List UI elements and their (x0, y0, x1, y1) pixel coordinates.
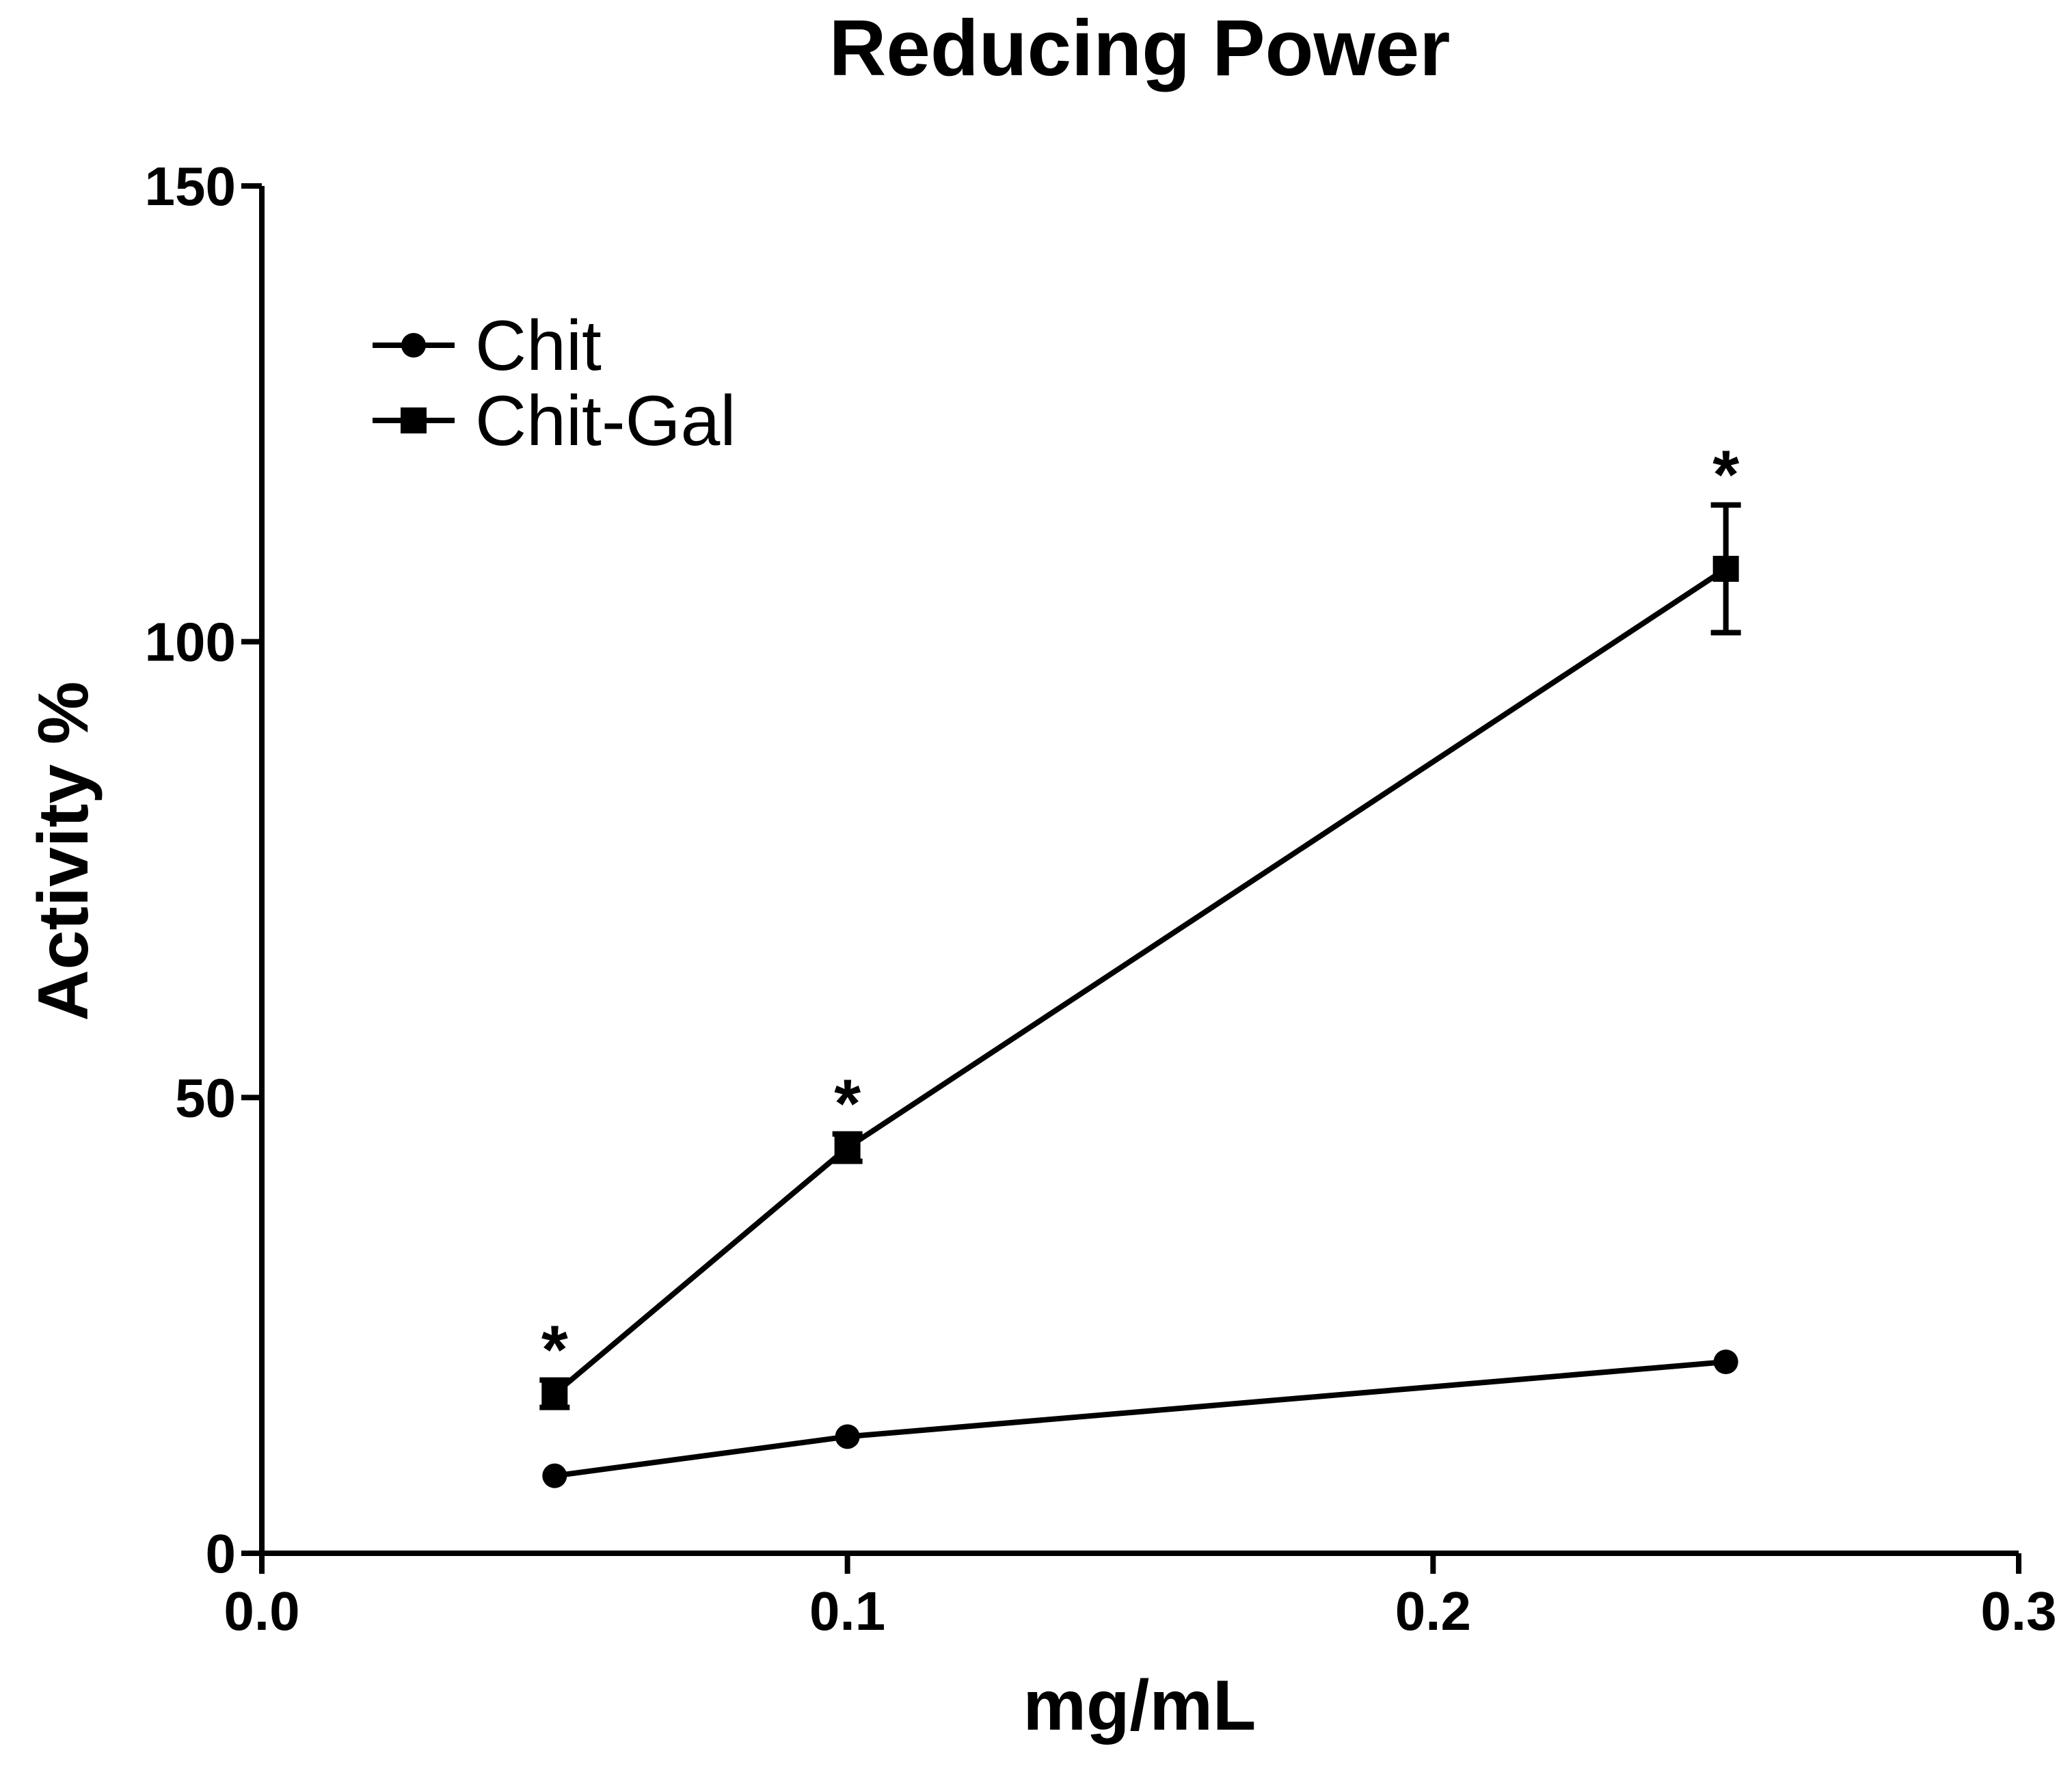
chit-gal-point (834, 1134, 861, 1161)
chit-point (542, 1463, 567, 1488)
chit-point (1713, 1350, 1738, 1374)
legend-label: Chit-Gal (475, 381, 736, 461)
chart-title: Reducing Power (829, 3, 1451, 92)
series-chit-gal (539, 502, 1741, 1410)
chit-point (835, 1424, 860, 1449)
x-tick-label: 0.0 (224, 1581, 299, 1641)
x-tick-label: 0.2 (1395, 1581, 1471, 1641)
y-axis-label: Activity % (24, 681, 103, 1021)
axes: 0 50 100 150 0.0 0.1 0.2 0.3 (145, 156, 2057, 1641)
legend-item-chit: Chit (373, 306, 602, 386)
series-layer: * * * (539, 437, 1741, 1488)
y-tick-label: 50 (175, 1067, 236, 1128)
legend-marker (401, 333, 426, 358)
y-tick-label: 100 (145, 612, 236, 673)
significance-marker: * (541, 1312, 568, 1389)
significance-marker: * (1712, 437, 1739, 513)
x-tick-label: 0.1 (809, 1581, 885, 1641)
chit-line (554, 1359, 1727, 1479)
chit-gal-point (1712, 556, 1739, 582)
legend-marker (401, 407, 427, 433)
legend-label: Chit (475, 306, 602, 386)
chit-gal-line (552, 566, 1727, 1396)
significance-marker: * (834, 1066, 861, 1142)
legend-item-chit-gal: Chit-Gal (373, 381, 736, 461)
series-chit (542, 1350, 1738, 1488)
chit-gal-point (541, 1380, 568, 1407)
x-axis-label: mg/mL (1023, 1666, 1256, 1745)
y-tick-label: 0 (206, 1523, 237, 1584)
y-tick-label: 150 (145, 156, 236, 217)
x-tick-label: 0.3 (1980, 1581, 2056, 1641)
